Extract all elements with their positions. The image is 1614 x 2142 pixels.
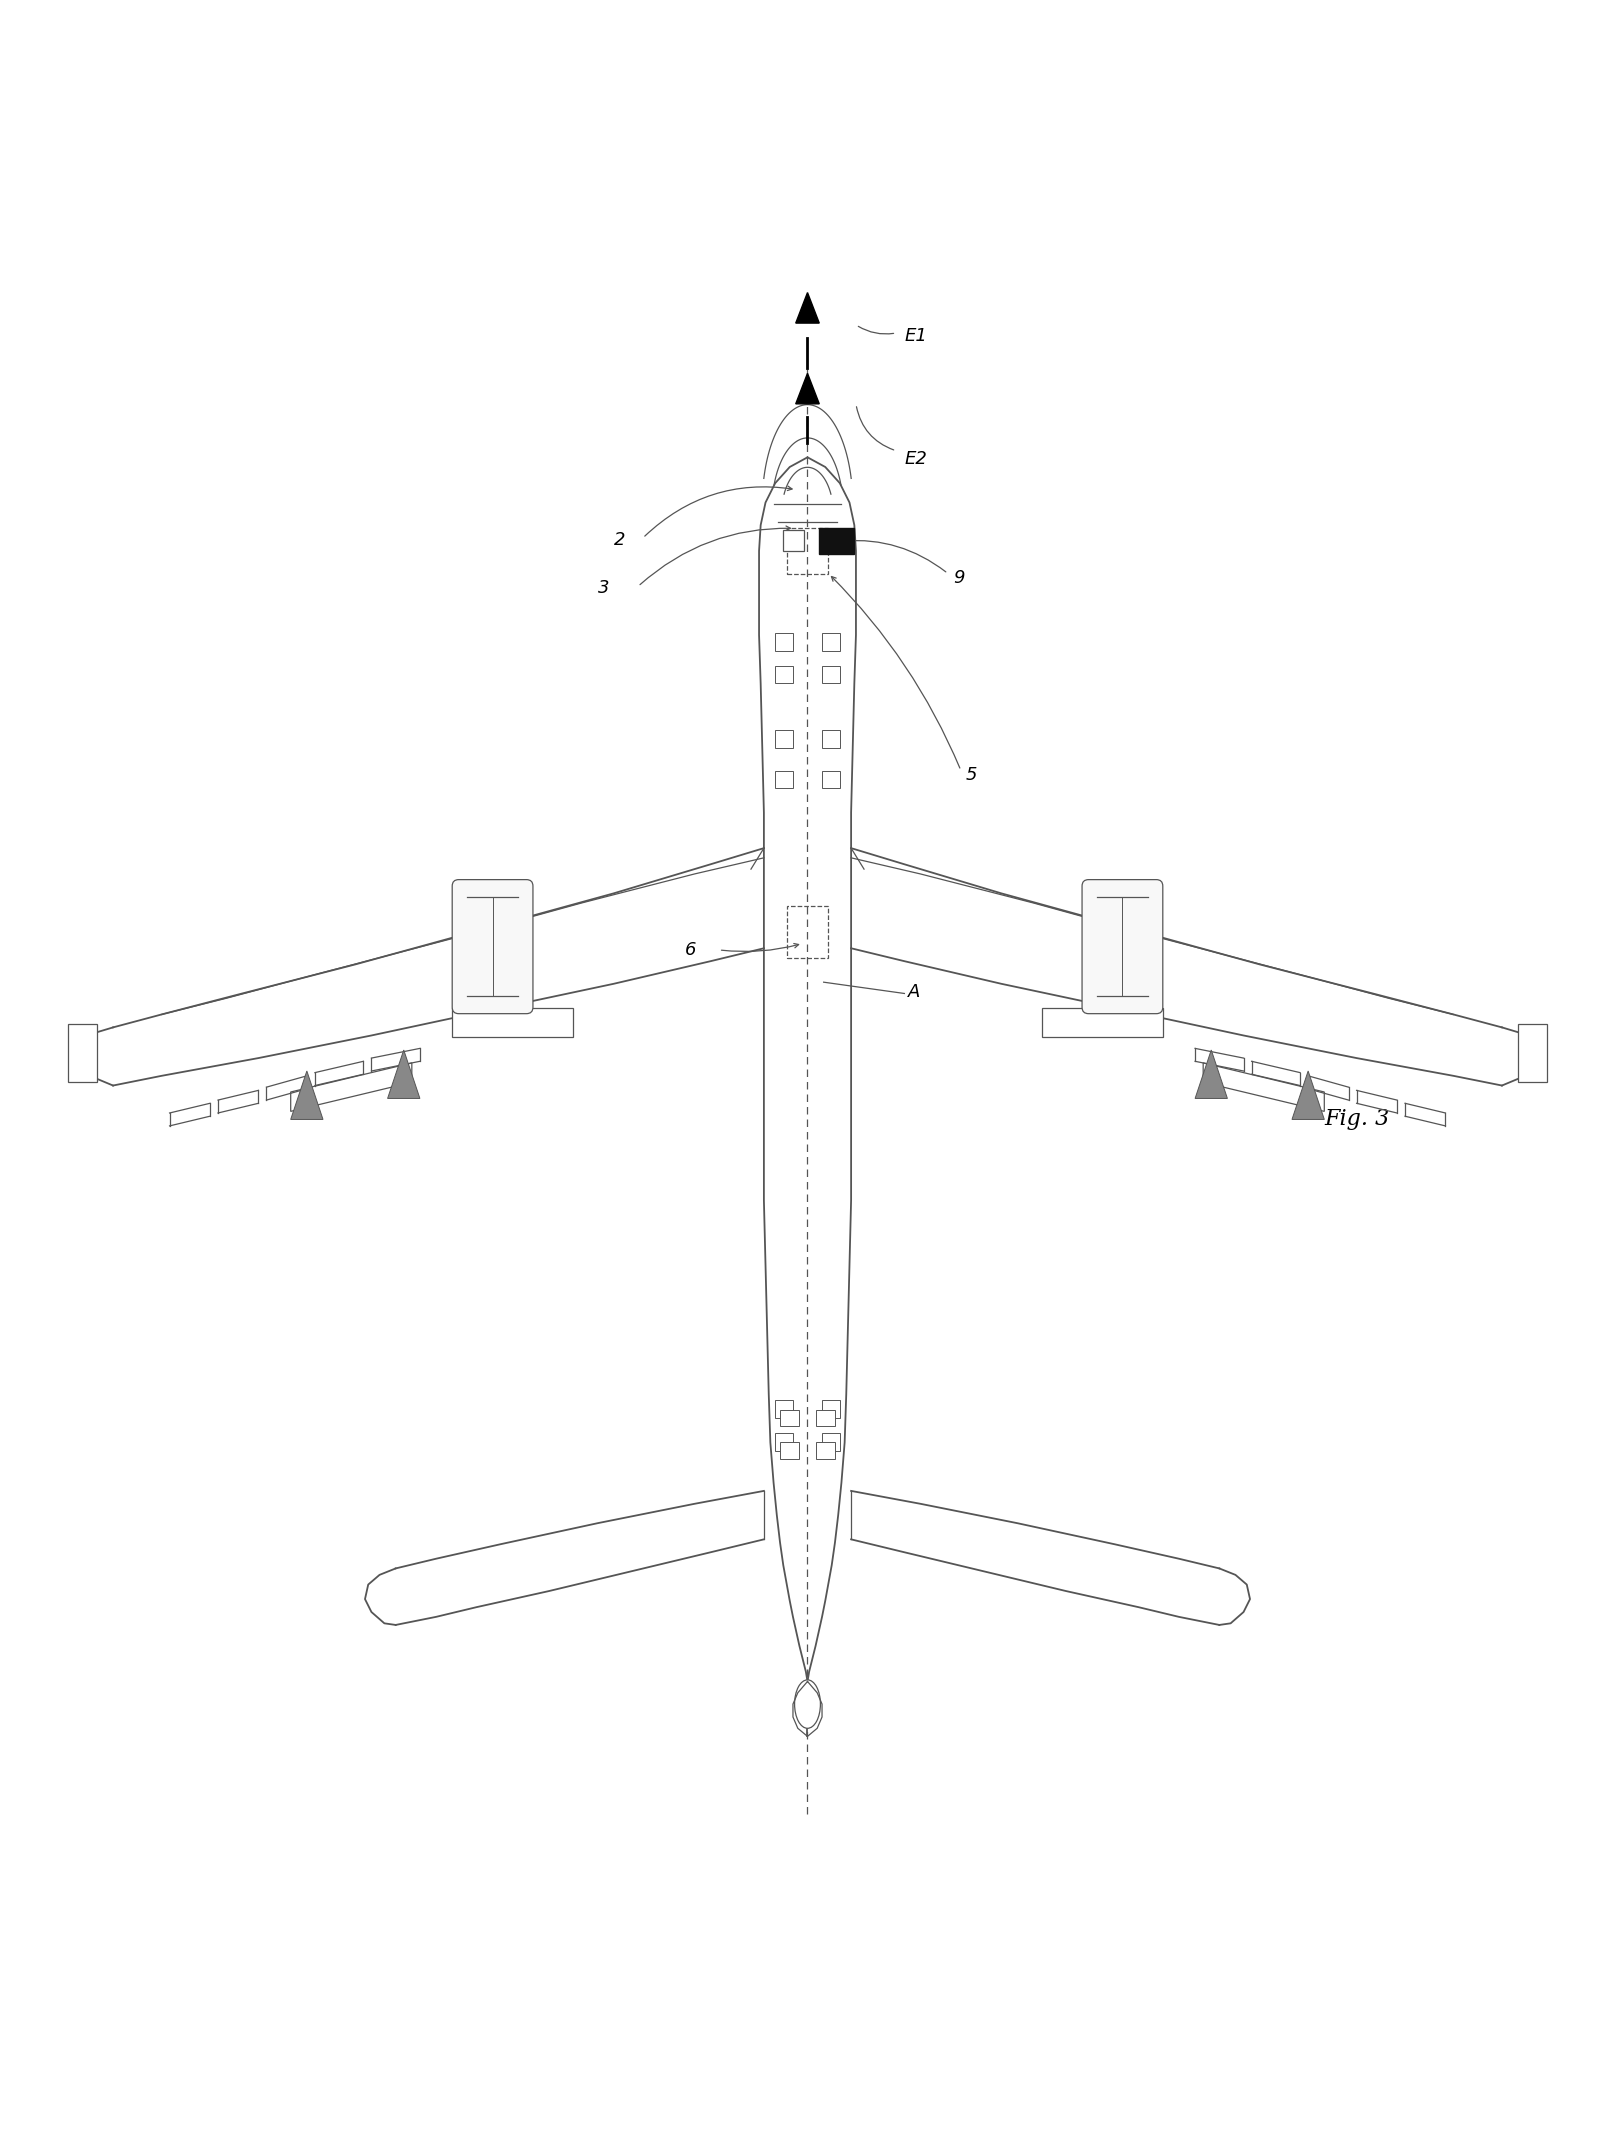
Polygon shape — [1202, 1062, 1323, 1112]
Polygon shape — [796, 293, 818, 323]
Text: E1: E1 — [904, 328, 926, 345]
Bar — [1517, 1024, 1546, 1082]
Bar — [780, 1409, 799, 1427]
Text: 5: 5 — [965, 767, 976, 784]
Text: 6: 6 — [684, 940, 696, 960]
Bar — [780, 1442, 799, 1459]
Bar — [822, 1433, 839, 1450]
Bar — [818, 529, 854, 555]
Bar — [822, 634, 839, 651]
FancyBboxPatch shape — [1081, 880, 1162, 1013]
Bar — [1041, 1009, 1162, 1037]
Text: 3: 3 — [597, 578, 608, 598]
Polygon shape — [1291, 1071, 1323, 1120]
Bar — [452, 1009, 573, 1037]
Bar — [815, 1442, 834, 1459]
Text: 9: 9 — [952, 570, 964, 587]
FancyBboxPatch shape — [452, 880, 533, 1013]
Bar — [822, 1401, 839, 1418]
Bar — [822, 666, 839, 683]
Bar — [68, 1024, 97, 1082]
Bar — [775, 666, 792, 683]
Bar — [775, 730, 792, 748]
Text: E2: E2 — [904, 450, 926, 467]
Bar — [775, 1401, 792, 1418]
Bar — [822, 771, 839, 788]
Polygon shape — [796, 373, 818, 405]
Text: 2: 2 — [613, 531, 625, 548]
Polygon shape — [291, 1062, 412, 1112]
Polygon shape — [387, 1050, 420, 1099]
Bar — [822, 730, 839, 748]
Bar — [786, 529, 828, 574]
Ellipse shape — [794, 1679, 820, 1729]
Text: Fig. 3: Fig. 3 — [1323, 1107, 1388, 1131]
Text: A: A — [907, 983, 920, 1000]
Bar — [775, 1433, 792, 1450]
Bar — [775, 634, 792, 651]
Polygon shape — [1194, 1050, 1227, 1099]
Bar — [786, 906, 828, 957]
Bar — [783, 529, 804, 550]
Bar — [815, 1409, 834, 1427]
Bar — [775, 771, 792, 788]
Polygon shape — [291, 1071, 323, 1120]
